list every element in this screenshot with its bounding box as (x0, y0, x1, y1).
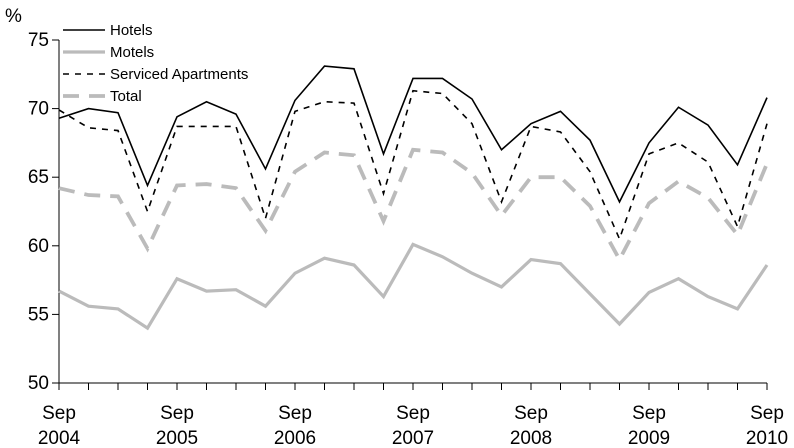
x-tick-label-month: Sep (160, 403, 194, 424)
legend: Hotels Motels Serviced Apartments Total (63, 22, 248, 105)
x-tick-label-year: 2008 (510, 428, 552, 448)
x-tick-label-year: 2006 (274, 428, 316, 448)
x-tick-label-year: 2004 (38, 428, 81, 448)
y-tick-label: 55 (28, 304, 49, 325)
x-tick-label-year: 2009 (628, 428, 670, 448)
x-tick-label-month: Sep (514, 403, 548, 424)
y-tick-label: 50 (28, 373, 49, 394)
x-tick-label-month: Sep (396, 403, 430, 424)
series-line-total (58, 147, 769, 264)
x-tick-label-month: Sep (750, 403, 784, 424)
y-axis-label: % (5, 6, 22, 27)
legend-label-motels: Motels (110, 44, 154, 61)
series-line-motels (58, 242, 769, 331)
x-tick-label-year: 2007 (392, 428, 434, 448)
x-tick-label-month: Sep (632, 403, 666, 424)
legend-label-serviced-apartments: Serviced Apartments (110, 66, 248, 83)
y-tick-label: 70 (28, 99, 49, 120)
x-tick-label-month: Sep (42, 403, 76, 424)
series-line-serviced-apartments (58, 89, 768, 242)
x-tick-label-month: Sep (278, 403, 312, 424)
axes: 50 55 60 65 70 75% Sep 2004 Sep 2005 Sep 2006 Sep 200… (5, 6, 788, 448)
legend-label-hotels: Hotels (110, 22, 153, 39)
series-line-hotels (58, 65, 768, 204)
y-tick-label: 60 (28, 236, 49, 257)
x-tick-label-year: 2005 (156, 428, 198, 448)
x-tick-label-year: 2010 (746, 428, 788, 448)
y-tick-label: 75 (28, 30, 49, 51)
y-tick-label: 65 (28, 167, 49, 188)
series-layer (58, 65, 769, 331)
legend-label-total: Total (110, 88, 142, 105)
